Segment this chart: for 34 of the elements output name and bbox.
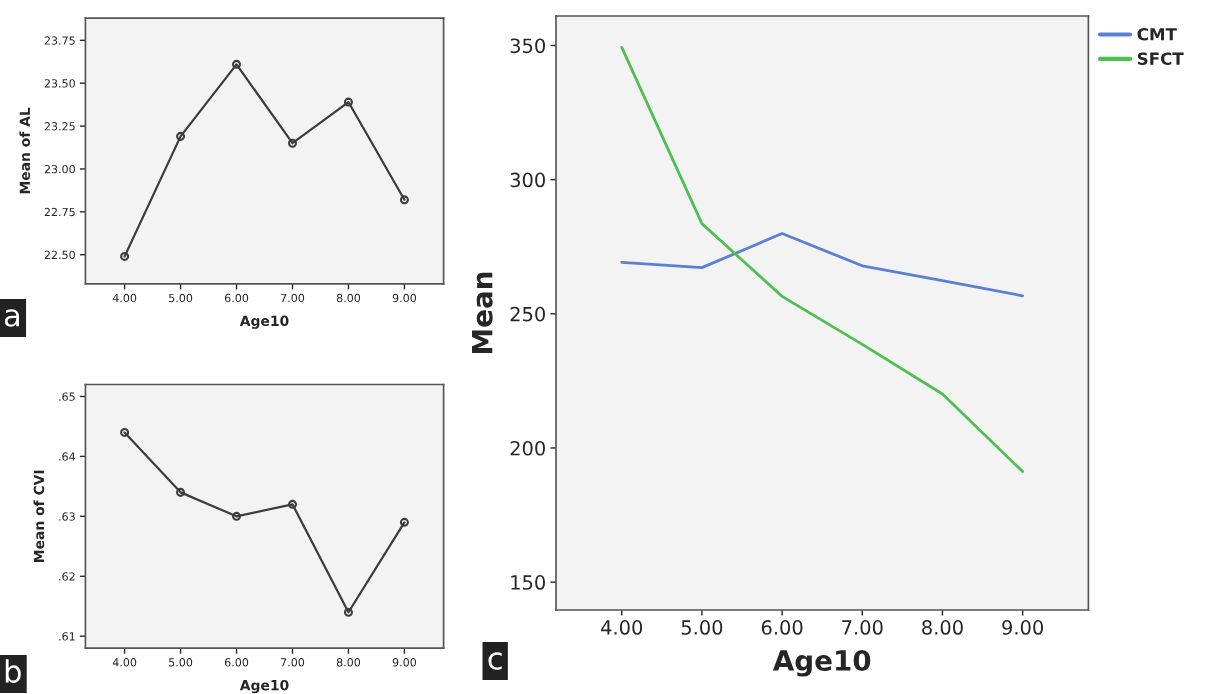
point	[343, 97, 353, 107]
line-series	[620, 232, 1025, 298]
x-tick-label: 4.00	[601, 620, 643, 635]
point	[120, 251, 130, 261]
line-series	[120, 427, 409, 617]
x-tick-label: 6.00	[761, 620, 803, 635]
point	[120, 427, 130, 437]
point	[399, 195, 409, 205]
line-series	[120, 59, 409, 261]
text: b	[5, 659, 21, 683]
text: a	[4, 309, 19, 327]
x-axis-title: Age10	[772, 649, 871, 677]
point	[232, 511, 242, 521]
y-tick-label: 350	[510, 38, 545, 54]
text: c	[488, 652, 502, 670]
y-tick-label: 200	[510, 440, 545, 456]
point	[232, 59, 242, 69]
y-tick-label: 300	[510, 172, 545, 188]
point	[343, 607, 353, 617]
point	[399, 517, 409, 527]
x-tick-label: 7.00	[842, 620, 883, 635]
x-tick-label: 5.00	[681, 620, 723, 635]
point	[176, 487, 186, 497]
y-tick-label: 250	[510, 306, 545, 322]
legend-label: CMT	[1137, 27, 1177, 41]
line-series	[620, 45, 1025, 473]
y-tick-label: 150	[511, 575, 545, 590]
legend-label: SFCT	[1137, 52, 1184, 65]
y-axis-title: Mean	[472, 272, 493, 353]
x-tick-label: 9.00	[1002, 620, 1043, 635]
point	[287, 138, 297, 148]
point	[176, 131, 186, 141]
point	[287, 499, 297, 509]
x-tick-label: 8.00	[922, 620, 963, 635]
